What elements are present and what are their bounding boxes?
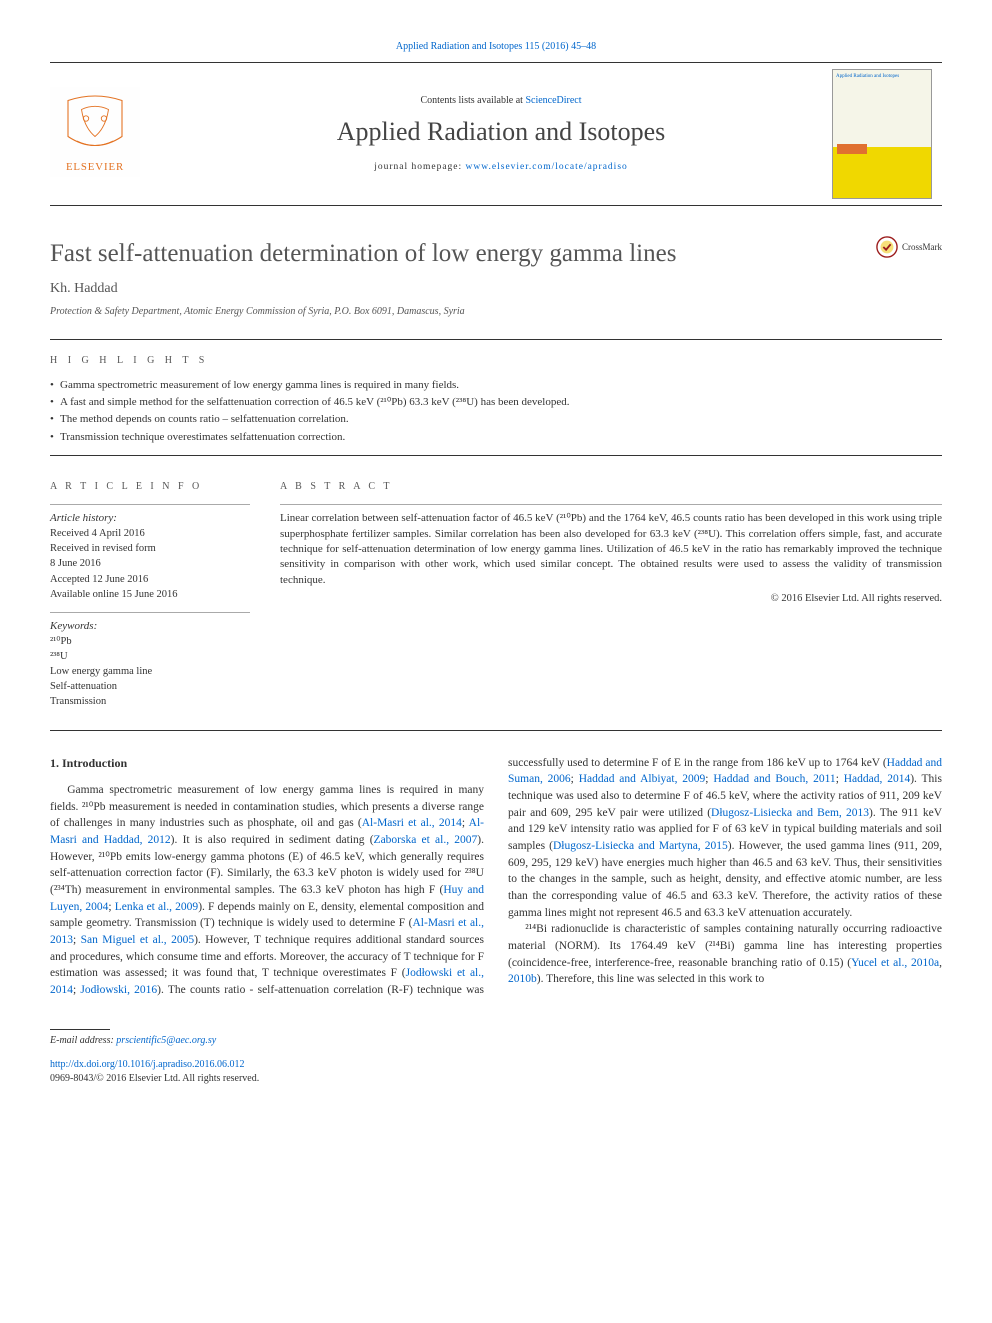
rule-abs-top bbox=[280, 504, 942, 505]
masthead: ELSEVIER Contents lists available at Sci… bbox=[50, 62, 942, 206]
citation-link[interactable]: 2010b bbox=[508, 973, 537, 985]
sciencedirect-link[interactable]: ScienceDirect bbox=[525, 95, 581, 106]
rule-2 bbox=[50, 455, 942, 456]
abstract-column: A B S T R A C T Linear correlation betwe… bbox=[280, 466, 942, 719]
page-container: Applied Radiation and Isotopes 115 (2016… bbox=[0, 0, 992, 1126]
crossmark-icon bbox=[876, 236, 898, 258]
journal-cover-title: Applied Radiation and Isotopes bbox=[833, 70, 931, 83]
citation-link[interactable]: Haddad, 2014 bbox=[844, 773, 910, 785]
article-history: Article history: Received 4 April 2016 R… bbox=[50, 511, 250, 602]
top-citation-link[interactable]: Applied Radiation and Isotopes 115 (2016… bbox=[396, 41, 596, 52]
journal-cover-wrap: Applied Radiation and Isotopes bbox=[832, 69, 942, 199]
footnote-rule bbox=[50, 1029, 110, 1030]
history-heading: Article history: bbox=[50, 511, 250, 526]
keyword-item: Self-attenuation bbox=[50, 680, 250, 694]
body-two-column: 1. Introduction Gamma spectrometric meas… bbox=[50, 755, 942, 999]
info-abstract-row: A R T I C L E I N F O Article history: R… bbox=[50, 466, 942, 719]
keyword-item: ²³⁸U bbox=[50, 650, 250, 664]
article-info-column: A R T I C L E I N F O Article history: R… bbox=[50, 466, 250, 719]
doi-link[interactable]: http://dx.doi.org/10.1016/j.apradiso.201… bbox=[50, 1059, 245, 1070]
email-link[interactable]: prscientific5@aec.org.sy bbox=[116, 1035, 216, 1046]
email-label: E-mail address: bbox=[50, 1035, 116, 1046]
footer-issn-line: 0969-8043/© 2016 Elsevier Ltd. All right… bbox=[50, 1072, 942, 1086]
citation-link[interactable]: Lenka et al., 2009 bbox=[115, 901, 198, 913]
title-row: Fast self-attenuation determination of l… bbox=[50, 236, 942, 271]
citation-link[interactable]: Yucel et al., 2010a bbox=[851, 957, 939, 969]
journal-title: Applied Radiation and Isotopes bbox=[170, 114, 832, 150]
body-paragraph: ²¹⁴Bi radionuclide is characteristic of … bbox=[508, 921, 942, 988]
crossmark-badge[interactable]: CrossMark bbox=[876, 236, 942, 258]
keyword-item: Low energy gamma line bbox=[50, 665, 250, 679]
highlight-item: The method depends on counts ratio – sel… bbox=[50, 412, 942, 427]
article-info-label: A R T I C L E I N F O bbox=[50, 480, 250, 494]
rule-1 bbox=[50, 339, 942, 340]
keyword-item: ²¹⁰Pb bbox=[50, 635, 250, 649]
citation-link[interactable]: Długosz-Lisiecka and Bem, 2013 bbox=[711, 807, 869, 819]
article-title: Fast self-attenuation determination of l… bbox=[50, 236, 856, 271]
citation-link[interactable]: Długosz-Lisiecka and Martyna, 2015 bbox=[553, 840, 728, 852]
author-affiliation: Protection & Safety Department, Atomic E… bbox=[50, 305, 942, 319]
author-name: Kh. Haddad bbox=[50, 279, 942, 299]
citation-link[interactable]: Jodłowski, 2016 bbox=[80, 984, 157, 996]
abstract-copyright: © 2016 Elsevier Ltd. All rights reserved… bbox=[280, 592, 942, 607]
footer-doi-line: http://dx.doi.org/10.1016/j.apradiso.201… bbox=[50, 1058, 942, 1072]
highlight-item: Gamma spectrometric measurement of low e… bbox=[50, 378, 942, 393]
rule-info-top bbox=[50, 504, 250, 505]
keywords-heading: Keywords: bbox=[50, 619, 250, 634]
highlight-item: Transmission technique overestimates sel… bbox=[50, 430, 942, 445]
abstract-label: A B S T R A C T bbox=[280, 480, 942, 494]
citation-link[interactable]: Zaborska et al., 2007 bbox=[374, 834, 478, 846]
keywords-block: Keywords: ²¹⁰Pb ²³⁸U Low energy gamma li… bbox=[50, 619, 250, 710]
highlights-label: H I G H L I G H T S bbox=[50, 354, 942, 368]
history-line: Received in revised form bbox=[50, 542, 250, 556]
rule-info-mid bbox=[50, 612, 250, 613]
homepage-prefix: journal homepage: bbox=[374, 162, 465, 172]
crossmark-label: CrossMark bbox=[902, 241, 942, 254]
masthead-center: Contents lists available at ScienceDirec… bbox=[170, 94, 832, 174]
footer: E-mail address: prscientific5@aec.org.sy… bbox=[50, 1029, 942, 1086]
highlights-block: Gamma spectrometric measurement of low e… bbox=[50, 378, 942, 446]
journal-cover-band bbox=[837, 144, 867, 154]
citation-link[interactable]: Haddad and Albiyat, 2009 bbox=[579, 773, 706, 785]
rule-3 bbox=[50, 730, 942, 731]
introduction-section: 1. Introduction Gamma spectrometric meas… bbox=[50, 755, 942, 999]
homepage-line: journal homepage: www.elsevier.com/locat… bbox=[170, 161, 832, 174]
contents-line: Contents lists available at ScienceDirec… bbox=[170, 94, 832, 108]
journal-cover: Applied Radiation and Isotopes bbox=[832, 69, 932, 199]
publisher-logo-wrap: ELSEVIER bbox=[50, 87, 170, 182]
history-line: Received 4 April 2016 bbox=[50, 527, 250, 541]
abstract-text: Linear correlation between self-attenuat… bbox=[280, 511, 942, 588]
homepage-link[interactable]: www.elsevier.com/locate/apradiso bbox=[466, 162, 628, 172]
top-citation: Applied Radiation and Isotopes 115 (2016… bbox=[50, 40, 942, 54]
highlights-list: Gamma spectrometric measurement of low e… bbox=[50, 378, 942, 446]
footer-email-line: E-mail address: prscientific5@aec.org.sy bbox=[50, 1034, 942, 1048]
keyword-item: Transmission bbox=[50, 695, 250, 709]
history-line: Accepted 12 June 2016 bbox=[50, 573, 250, 587]
citation-link[interactable]: San Miguel et al., 2005 bbox=[81, 934, 194, 946]
contents-prefix: Contents lists available at bbox=[420, 95, 525, 106]
highlight-item: A fast and simple method for the selfatt… bbox=[50, 395, 942, 410]
history-line: 8 June 2016 bbox=[50, 557, 250, 571]
elsevier-logo: ELSEVIER bbox=[50, 87, 140, 177]
history-line: Available online 15 June 2016 bbox=[50, 588, 250, 602]
citation-link[interactable]: Haddad and Bouch, 2011 bbox=[713, 773, 835, 785]
citation-link[interactable]: Al-Masri et al., 2014 bbox=[362, 817, 462, 829]
intro-heading: 1. Introduction bbox=[50, 755, 484, 772]
svg-text:ELSEVIER: ELSEVIER bbox=[66, 160, 124, 172]
